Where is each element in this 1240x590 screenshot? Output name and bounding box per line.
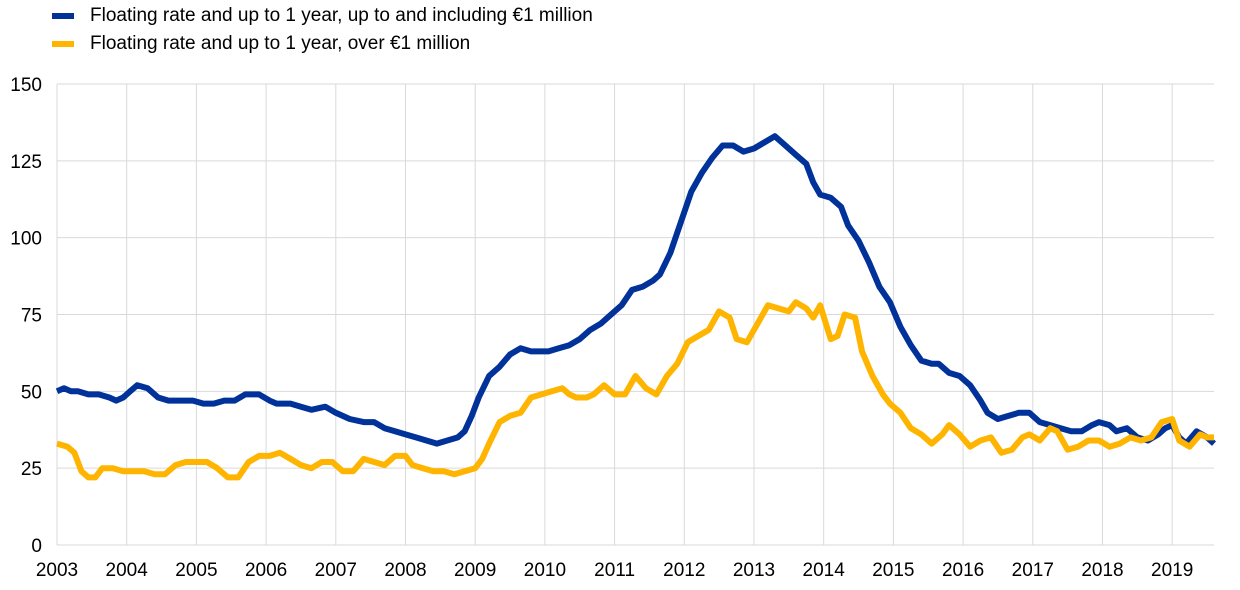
x-tick-label: 2009 bbox=[454, 560, 496, 581]
legend-swatch-series-1 bbox=[52, 13, 74, 19]
x-tick-label: 2008 bbox=[384, 560, 426, 581]
x-tick-label: 2005 bbox=[175, 560, 217, 581]
legend-item-series-1: Floating rate and up to 1 year, up to an… bbox=[52, 2, 593, 30]
x-tick-label: 2004 bbox=[106, 560, 149, 581]
series-line-2 bbox=[56, 299, 1214, 481]
y-tick-label: 0 bbox=[31, 536, 42, 557]
y-axis-ticks: 0 25 50 75 100 125 150 bbox=[10, 75, 42, 557]
y-tick-label: 25 bbox=[21, 459, 42, 480]
legend-label-series-1: Floating rate and up to 1 year, up to an… bbox=[90, 5, 593, 26]
legend-item-series-2: Floating rate and up to 1 year, over €1 … bbox=[52, 30, 593, 58]
x-tick-label: 2003 bbox=[36, 560, 78, 581]
x-tick-label: 2017 bbox=[1012, 560, 1054, 581]
x-tick-label: 2016 bbox=[942, 560, 984, 581]
y-tick-label: 125 bbox=[10, 152, 42, 173]
x-tick-label: 2015 bbox=[872, 560, 914, 581]
x-tick-label: 2013 bbox=[733, 560, 775, 581]
series-line-1 bbox=[55, 133, 1216, 447]
x-tick-label: 2006 bbox=[245, 560, 287, 581]
y-tick-label: 150 bbox=[10, 75, 42, 96]
x-tick-label: 2018 bbox=[1081, 560, 1123, 581]
series-lines bbox=[55, 133, 1216, 481]
x-tick-label: 2019 bbox=[1151, 560, 1193, 581]
x-tick-label: 2011 bbox=[594, 560, 635, 581]
y-tick-label: 75 bbox=[21, 306, 42, 327]
y-tick-label: 50 bbox=[21, 382, 42, 403]
legend-label-series-2: Floating rate and up to 1 year, over €1 … bbox=[90, 33, 471, 54]
x-tick-label: 2010 bbox=[524, 560, 566, 581]
x-tick-label: 2007 bbox=[315, 560, 357, 581]
legend-swatch-series-2 bbox=[52, 41, 74, 47]
x-axis-ticks: 2003 2004 2005 2006 2007 2008 2009 2010 2011 2012… bbox=[36, 560, 1193, 581]
y-tick-label: 100 bbox=[10, 229, 42, 250]
x-tick-label: 2014 bbox=[803, 560, 846, 581]
x-tick-label: 2012 bbox=[663, 560, 705, 581]
legend: Floating rate and up to 1 year, up to an… bbox=[52, 2, 593, 58]
